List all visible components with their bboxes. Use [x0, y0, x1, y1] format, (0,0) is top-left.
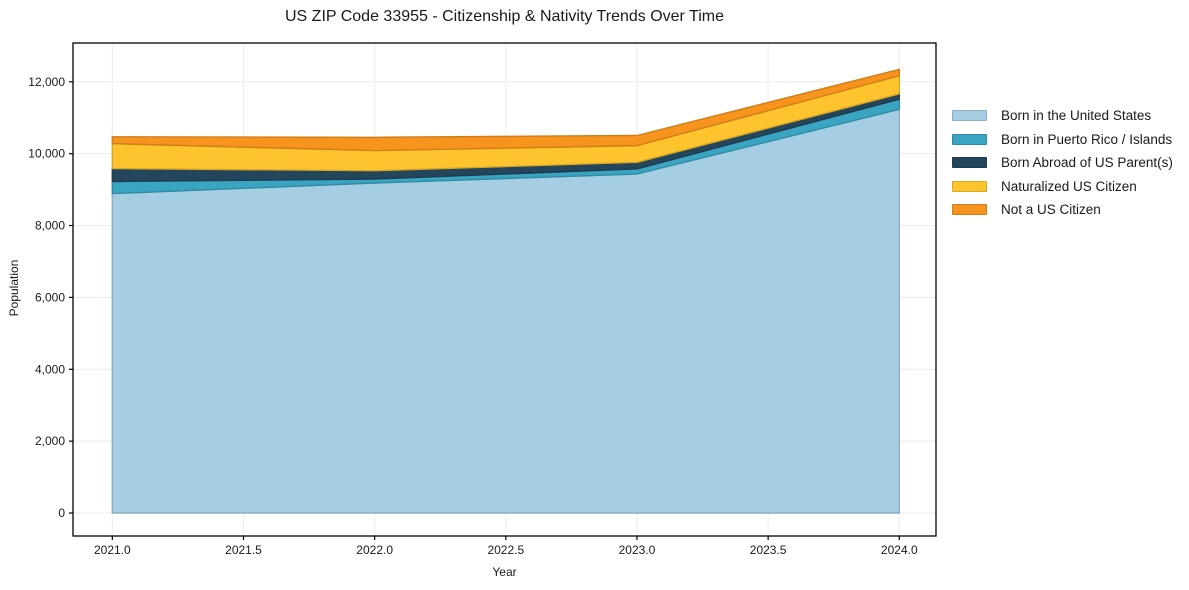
- x-tick-label: 2022.0: [356, 543, 393, 557]
- y-tick-label: 0: [58, 506, 65, 520]
- y-tick-label: 6,000: [35, 290, 65, 304]
- legend-label: Not a US Citizen: [1001, 202, 1101, 218]
- x-tick-label: 2023.0: [619, 543, 656, 557]
- legend-item: Naturalized US Citizen: [952, 175, 1173, 199]
- area-not-a-us-citizen: [111, 68, 900, 152]
- legend-swatch: [952, 110, 987, 122]
- x-tick-label: 2023.5: [750, 543, 787, 557]
- legend-item: Born in the United States: [952, 104, 1173, 128]
- legend-swatch: [952, 133, 987, 145]
- x-tick-label: 2022.5: [487, 543, 524, 557]
- y-tick-label: 10,000: [28, 147, 65, 161]
- x-axis-label: Year: [492, 565, 517, 579]
- legend-label: Naturalized US Citizen: [1001, 178, 1137, 194]
- y-tick-label: 12,000: [28, 75, 65, 89]
- legend-label: Born in Puerto Rico / Islands: [1001, 131, 1173, 147]
- x-tick-label: 2021.5: [225, 543, 262, 557]
- legend-item: Born in Puerto Rico / Islands: [952, 128, 1173, 152]
- legend: Born in the United States Born in Puerto …: [952, 104, 1173, 222]
- legend-swatch: [952, 157, 987, 169]
- legend-swatch: [952, 180, 987, 192]
- legend-label: Born in the United States: [1001, 108, 1152, 124]
- legend-label: Born Abroad of US Parent(s): [1001, 155, 1173, 171]
- y-tick-label: 4,000: [35, 362, 65, 376]
- y-tick-label: 8,000: [35, 219, 65, 233]
- x-tick-label: 2024.0: [881, 543, 918, 557]
- legend-swatch: [952, 204, 987, 216]
- legend-item: Not a US Citizen: [952, 198, 1173, 222]
- x-tick-label: 2021.0: [94, 543, 131, 557]
- legend-item: Born Abroad of US Parent(s): [952, 151, 1173, 175]
- y-axis-label: Population: [7, 259, 21, 317]
- y-tick-label: 2,000: [35, 434, 65, 448]
- chart-title: US ZIP Code 33955 - Citizenship & Nativi…: [285, 8, 724, 25]
- plot-border: [72, 42, 937, 537]
